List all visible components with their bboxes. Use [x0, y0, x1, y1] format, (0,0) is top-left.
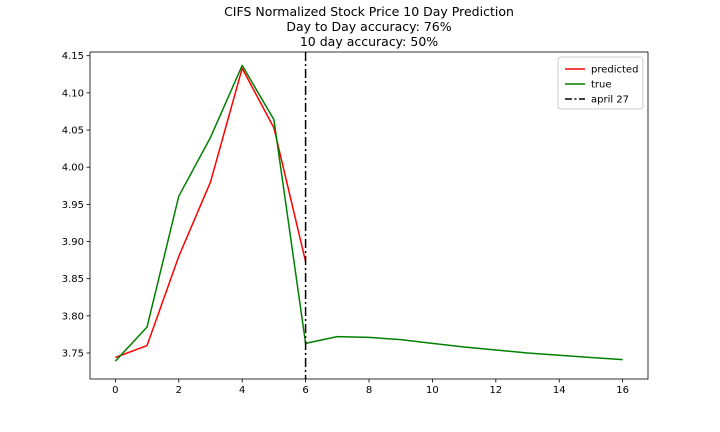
series-line-predicted	[115, 67, 307, 359]
x-tick-label: 12	[489, 385, 502, 396]
x-tick-label: 4	[239, 385, 245, 396]
title-line-3: 10 day accuracy: 50%	[300, 34, 438, 49]
title-line-1: CIFS Normalized Stock Price 10 Day Predi…	[224, 4, 514, 19]
x-tick-label: 8	[366, 385, 372, 396]
y-tick-label: 3.80	[62, 311, 84, 322]
legend-label-predicted: predicted	[591, 65, 638, 76]
legend-box	[557, 56, 644, 110]
y-tick-label: 3.90	[62, 237, 84, 248]
y-tick-label: 4.10	[62, 88, 84, 99]
series-line-true	[114, 64, 623, 362]
legend: predicted true april 27	[557, 56, 644, 110]
y-axis: 3.75 3.80 3.85 3.90 3.95 4.00 4.05 4.10 4.15	[62, 51, 90, 359]
x-tick-label: 6	[302, 385, 308, 396]
x-axis: 0 2 4 6 8 10 12 14 16	[112, 379, 629, 396]
x-tick-label: 10	[426, 385, 439, 396]
y-tick-label: 3.85	[62, 274, 84, 285]
series-group	[114, 64, 623, 362]
x-tick-label: 0	[112, 385, 118, 396]
y-tick-label: 3.95	[62, 200, 84, 211]
y-tick-label: 4.15	[62, 51, 84, 62]
x-tick-label: 14	[553, 385, 566, 396]
legend-label-true: true	[591, 80, 612, 91]
y-tick-label: 3.75	[62, 348, 84, 359]
chart-title: CIFS Normalized Stock Price 10 Day Predi…	[224, 4, 514, 49]
x-tick-label: 2	[176, 385, 182, 396]
y-tick-label: 4.05	[62, 126, 84, 137]
title-line-2: Day to Day accuracy: 76%	[286, 19, 451, 34]
legend-label-april-27: april 27	[591, 95, 629, 106]
y-tick-label: 4.00	[62, 163, 84, 174]
x-tick-label: 16	[616, 385, 629, 396]
